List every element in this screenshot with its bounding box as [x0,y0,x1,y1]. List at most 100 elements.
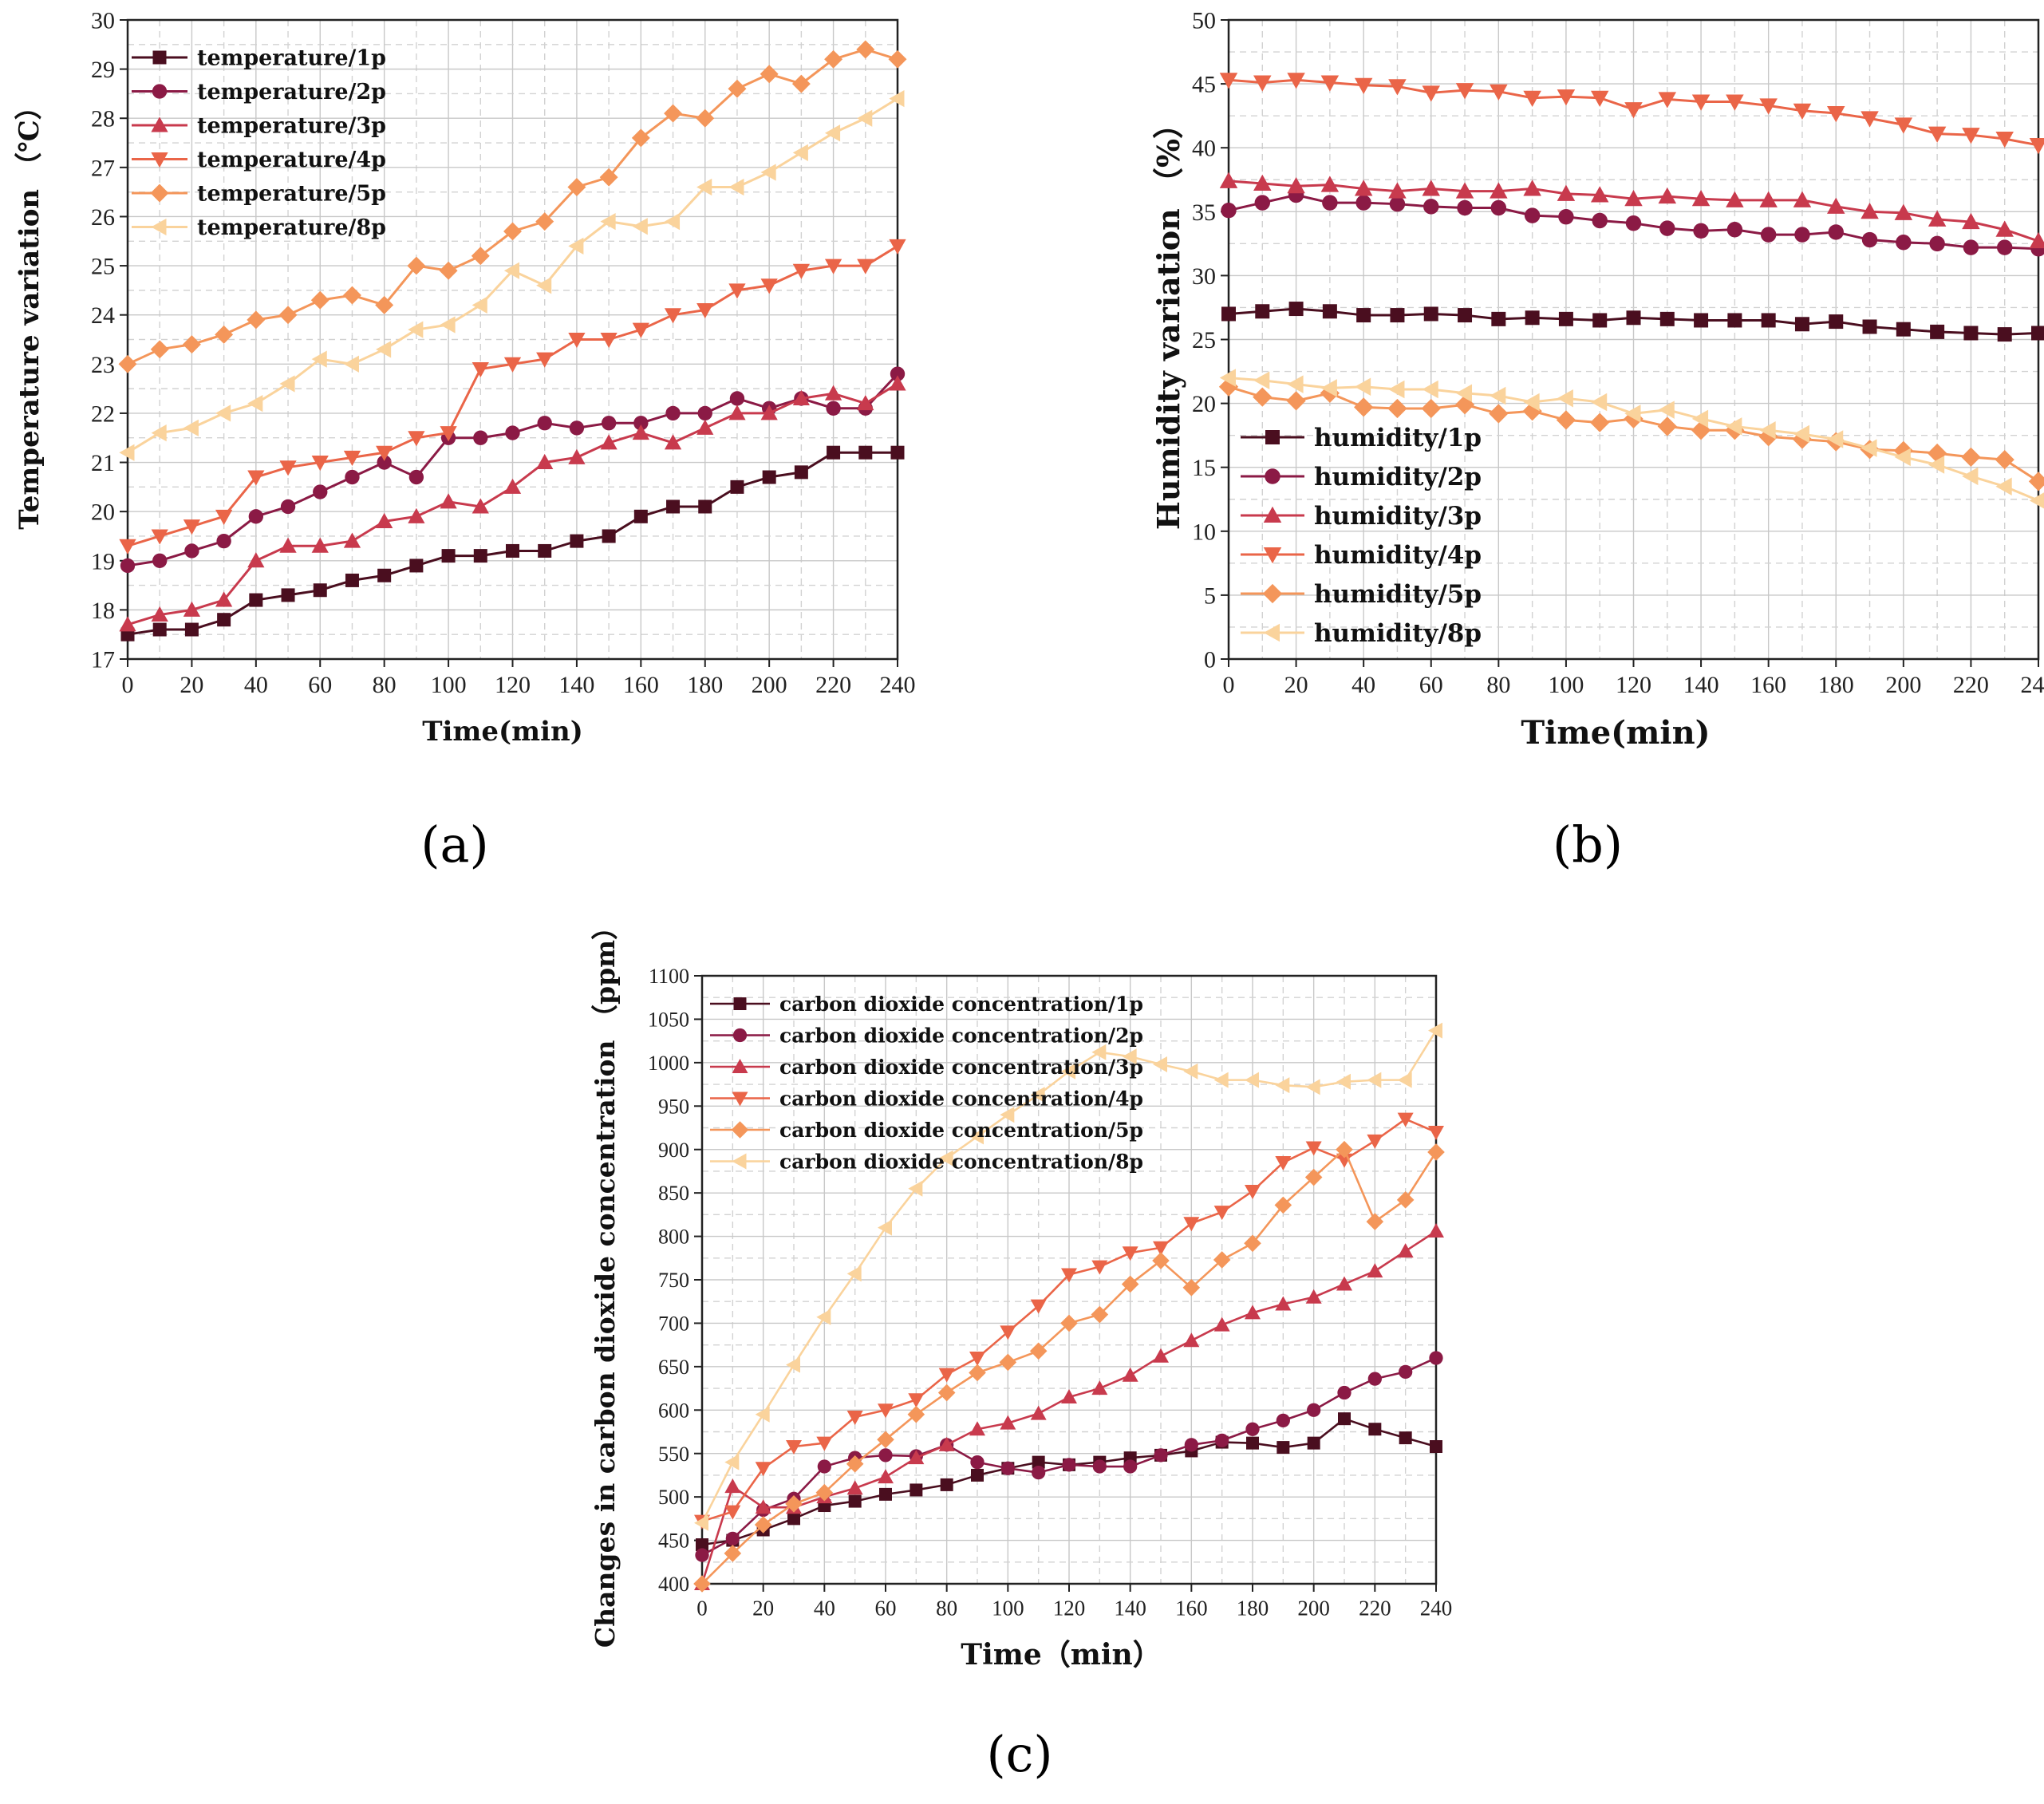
data-point [697,405,712,421]
data-point [248,509,264,524]
data-point [1794,317,1809,332]
data-point [760,278,778,294]
data-point [664,434,682,450]
data-point [1184,1438,1198,1452]
data-point [1961,447,1981,468]
data-point [910,1483,923,1497]
data-point [440,426,457,442]
data-point [1429,1351,1443,1365]
data-point [1061,1063,1075,1080]
panel-a-temperature-chart: 0 20 40 60 80 100 120 140 160 180 200 220 240 17 18 19 2… [14,8,916,748]
data-point [857,109,873,127]
data-point [1338,1412,1351,1426]
data-point [1388,182,1407,199]
x-tick-label: 80 [373,672,397,698]
data-point [215,325,234,344]
data-point [345,469,360,485]
data-point [1490,182,1508,199]
legend: carbon dioxide concentration/1p carbon di… [710,993,1143,1173]
data-point [1592,313,1608,328]
legend-marker [151,116,168,132]
data-point [907,1405,925,1423]
legend-label: carbon dioxide concentration/3p [779,1056,1143,1079]
data-point [2031,326,2044,341]
data-point [215,405,231,422]
legend: humidity/1p humidity/2p humidity/3p humidit… [1241,424,1482,648]
data-point [1287,375,1304,393]
data-point [1727,313,1742,328]
data-point [152,622,167,637]
x-tick-label: 200 [1885,672,1921,698]
data-point [217,613,231,627]
data-point [345,573,359,587]
data-point [1793,191,1812,207]
data-point [408,507,425,523]
x-tick-label: 100 [992,1597,1024,1620]
data-point [1427,1143,1445,1161]
legend-marker [732,1153,747,1170]
data-point [664,308,682,324]
data-point [877,1431,894,1449]
data-point [1523,90,1541,107]
data-point [1322,195,1338,211]
data-point [1995,220,2014,237]
data-point [1524,207,1541,223]
data-point [728,178,744,196]
data-point [1277,1441,1290,1455]
data-point [505,425,520,440]
data-point [1253,371,1270,390]
legend-marker [1263,547,1282,564]
data-point [1962,128,1980,144]
data-point [1367,1372,1382,1386]
data-point [503,478,522,494]
data-point [1307,1403,1321,1417]
data-point [1861,231,1878,248]
y-axis-title: Temperature variation （℃） [14,93,45,529]
y-tick-label: 50 [1192,8,1216,34]
series-carbon-dioxide-concentration-8p [694,1022,1442,1531]
x-tick-label: 80 [1486,672,1510,698]
y-tick-label: 17 [91,647,115,673]
data-point [280,499,296,515]
data-point [151,424,167,442]
data-point [2028,472,2044,491]
y-tick-label: 20 [91,499,115,526]
data-point [1287,177,1305,194]
data-point [1182,1278,1201,1297]
data-point [1423,199,1439,215]
data-point [1995,449,2014,470]
data-point [791,74,811,93]
data-point [1422,180,1440,196]
data-point [1287,73,1305,89]
legend-marker [150,184,169,203]
data-point [856,40,875,59]
legend-label: humidity/4p [1314,541,1482,570]
data-point [1557,184,1576,201]
data-point [724,1478,741,1494]
data-point [633,509,648,523]
data-point [1997,327,2012,342]
data-point [1245,1184,1261,1199]
data-point [724,1454,740,1470]
data-point [1245,1305,1261,1320]
data-point [375,295,394,314]
series-humidity-1p [1221,302,2044,342]
data-point [1275,1296,1292,1311]
data-point [1255,304,1270,319]
data-point [215,509,233,525]
data-point [1213,1251,1231,1269]
data-point [1320,176,1340,192]
data-point [1928,210,1947,227]
data-point [890,366,906,381]
data-point [730,480,744,494]
data-point [1213,1072,1229,1088]
data-point [1428,1125,1444,1140]
data-point [1253,174,1272,191]
data-point [1962,467,1979,486]
data-point [1995,131,2014,148]
y-tick-label: 850 [658,1182,689,1205]
data-point [1286,391,1306,411]
data-point [1862,319,1877,334]
data-point [1123,1459,1138,1474]
data-point [440,493,457,509]
